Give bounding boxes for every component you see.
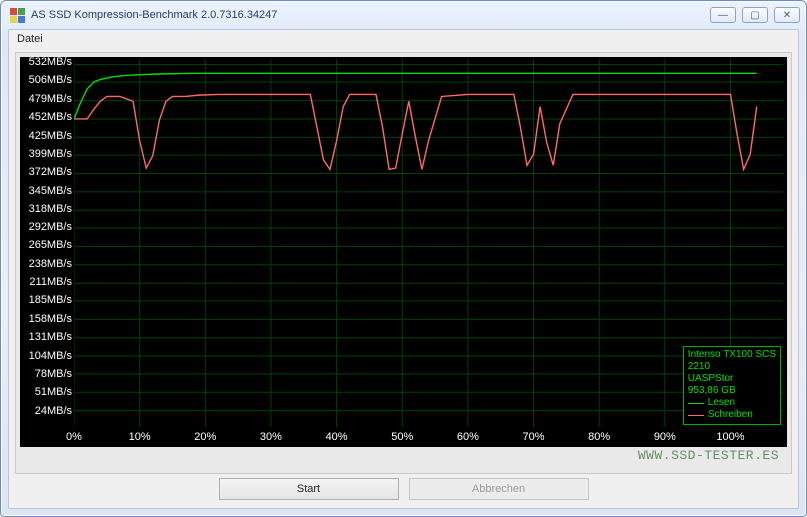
y-tick-label: 425MB/s: [29, 130, 72, 142]
y-tick-label: 265MB/s: [29, 239, 72, 251]
minimize-button[interactable]: —: [710, 7, 736, 23]
window-title: AS SSD Kompression-Benchmark 2.0.7316.34…: [31, 9, 710, 21]
y-tick-label: 51MB/s: [35, 386, 72, 398]
y-tick-label: 292MB/s: [29, 221, 72, 233]
y-axis-labels: 24MB/s 51MB/s 78MB/s 104MB/s 131MB/s 158MB/s 1…: [20, 57, 74, 427]
compression-chart: 24MB/s 51MB/s 78MB/s 104MB/s 131MB/s 158MB/s 1…: [20, 57, 787, 447]
x-tick-label: 20%: [194, 431, 216, 443]
watermark: WWW.SSD-TESTER.ES: [638, 448, 779, 463]
y-tick-label: 131MB/s: [29, 331, 72, 343]
close-button[interactable]: ✕: [774, 7, 800, 23]
x-tick-label: 50%: [391, 431, 413, 443]
legend-box: Intenso TX100 SCS 2210 UASPStor 953,86 G…: [683, 346, 781, 425]
x-tick-label: 70%: [523, 431, 545, 443]
y-tick-label: 78MB/s: [35, 368, 72, 380]
y-tick-label: 532MB/s: [29, 56, 72, 68]
maximize-button[interactable]: ▢: [742, 7, 768, 23]
title-bar: AS SSD Kompression-Benchmark 2.0.7316.34…: [1, 1, 806, 29]
legend-write: Schreiben: [688, 409, 776, 421]
legend-model: 2210: [688, 361, 776, 373]
menu-file[interactable]: Datei: [17, 33, 43, 45]
plot-area: [74, 59, 783, 427]
legend-capacity: 953,86 GB: [688, 385, 776, 397]
start-button[interactable]: Start: [219, 478, 399, 500]
y-tick-label: 158MB/s: [29, 313, 72, 325]
legend-controller: UASPStor: [688, 373, 776, 385]
x-tick-label: 0%: [66, 431, 82, 443]
y-tick-label: 24MB/s: [35, 405, 72, 417]
legend-read-label: Lesen: [708, 397, 735, 409]
x-tick-label: 60%: [457, 431, 479, 443]
y-tick-label: 452MB/s: [29, 111, 72, 123]
x-tick-label: 30%: [260, 431, 282, 443]
y-tick-label: 399MB/s: [29, 148, 72, 160]
y-tick-label: 211MB/s: [29, 276, 72, 288]
y-tick-label: 104MB/s: [29, 350, 72, 362]
y-tick-label: 238MB/s: [29, 258, 72, 270]
y-tick-label: 479MB/s: [29, 93, 72, 105]
chart-frame: 24MB/s 51MB/s 78MB/s 104MB/s 131MB/s 158MB/s 1…: [15, 52, 792, 474]
button-row: Start Abbrechen: [9, 478, 798, 502]
x-tick-label: 80%: [588, 431, 610, 443]
menu-bar: Datei: [9, 30, 798, 50]
legend-write-label: Schreiben: [708, 409, 753, 421]
swatch-read: [688, 403, 704, 404]
legend-read: Lesen: [688, 397, 776, 409]
app-window: AS SSD Kompression-Benchmark 2.0.7316.34…: [0, 0, 807, 517]
client-area: Datei 24MB/s 51MB/s 78MB/s 104MB/s 131MB/s 15…: [8, 29, 799, 509]
swatch-write: [688, 415, 704, 416]
y-tick-label: 506MB/s: [29, 74, 72, 86]
y-tick-label: 372MB/s: [29, 166, 72, 178]
x-tick-label: 100%: [716, 431, 744, 443]
x-axis-labels: 0%10%20%30%40%50%60%70%80%90%100%: [74, 429, 783, 447]
legend-device: Intenso TX100 SCS: [688, 349, 776, 361]
app-icon: [9, 7, 25, 23]
x-tick-label: 90%: [654, 431, 676, 443]
x-tick-label: 40%: [326, 431, 348, 443]
y-tick-label: 318MB/s: [29, 203, 72, 215]
x-tick-label: 10%: [129, 431, 151, 443]
y-tick-label: 345MB/s: [29, 185, 72, 197]
y-tick-label: 185MB/s: [29, 294, 72, 306]
abort-button: Abbrechen: [409, 478, 589, 500]
